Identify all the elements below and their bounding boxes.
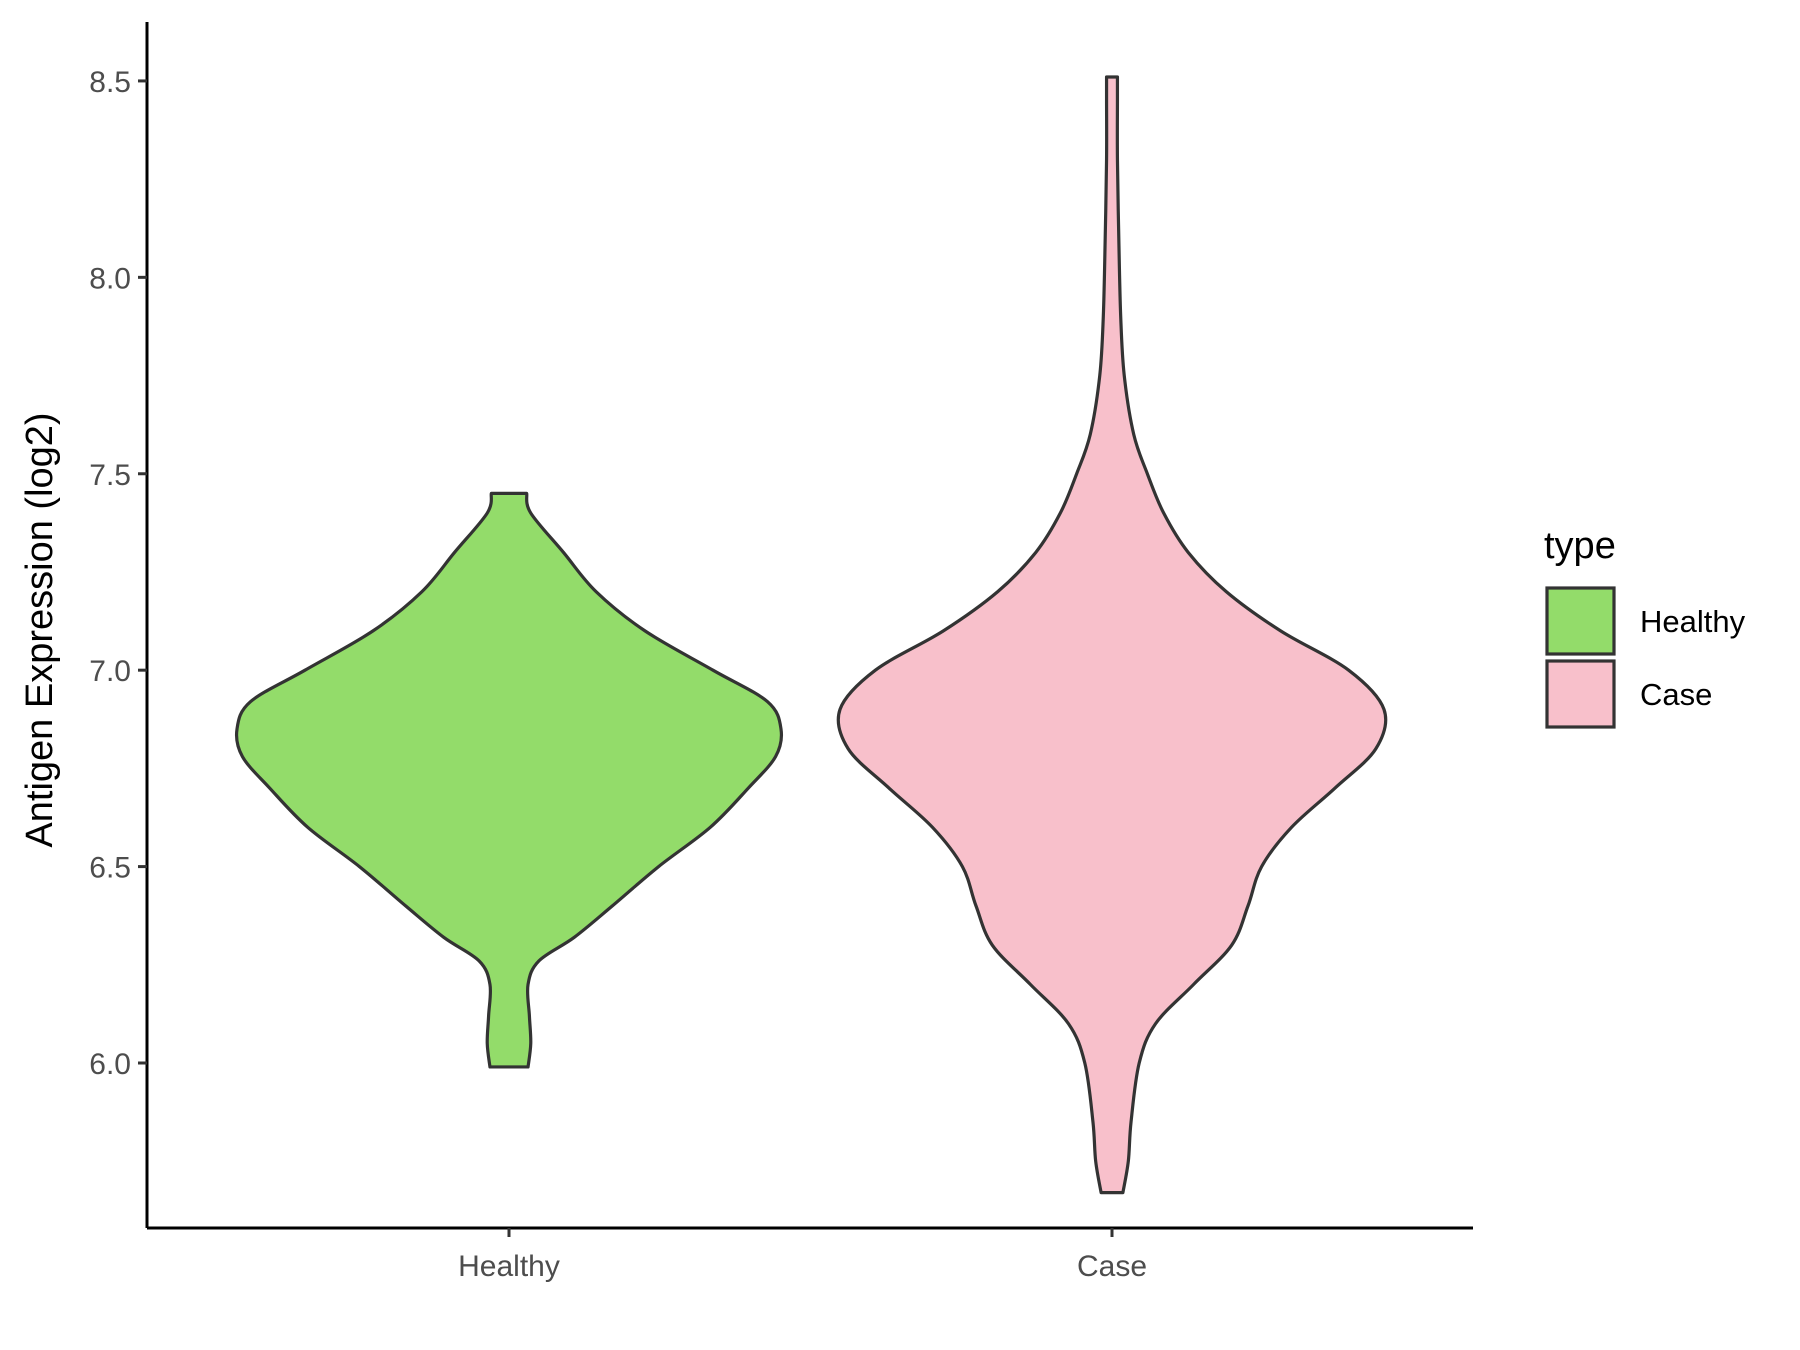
x-tick-label-healthy: Healthy: [458, 1250, 560, 1283]
violin-case: [836, 75, 1388, 1195]
y-tick-label: 7.5: [89, 459, 131, 492]
violin-healthy: [234, 491, 784, 1069]
legend: type Healthy Case: [1544, 525, 1746, 729]
violin-layer: [234, 75, 1388, 1195]
y-tick-label: 8.5: [89, 66, 131, 99]
y-axis: 6.0 6.5 7.0 7.5 8.0 8.5: [89, 22, 149, 1228]
legend-key-healthy: [1545, 586, 1616, 656]
legend-key-case: [1545, 659, 1616, 729]
legend-label-case: Case: [1640, 677, 1712, 712]
x-axis: Healthy Case: [147, 1226, 1473, 1283]
y-tick-label: 6.0: [89, 1048, 131, 1081]
y-axis-title: Antigen Expression (log2): [19, 412, 61, 847]
x-tick-label-case: Case: [1077, 1250, 1147, 1283]
y-tick-label: 8.0: [89, 262, 131, 295]
legend-title: type: [1544, 525, 1616, 567]
y-tick-label: 6.5: [89, 852, 131, 885]
y-tick-label: 7.0: [89, 655, 131, 688]
legend-label-healthy: Healthy: [1640, 604, 1746, 639]
